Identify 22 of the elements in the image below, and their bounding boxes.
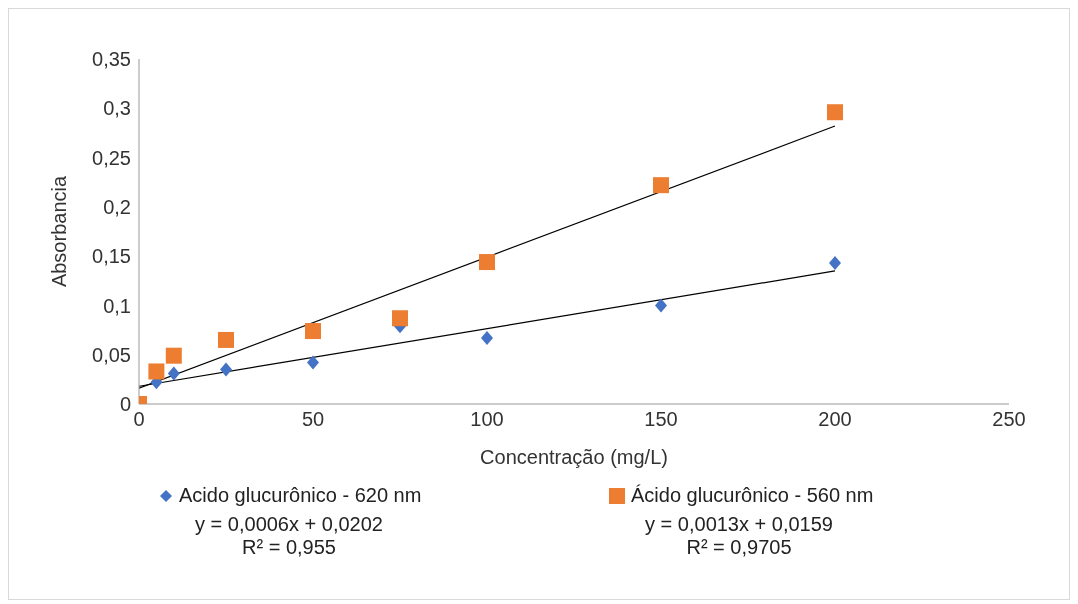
text: y = 0,0013x + 0,0159 xyxy=(644,513,834,536)
x-axis-title: Concentração (mg/L) xyxy=(480,446,668,468)
text: y = 0,0006x + 0,0202 xyxy=(194,513,384,536)
x-tick-label: 150 xyxy=(644,408,678,431)
text: R² = 0,9705 xyxy=(685,536,793,559)
y-tick-label: 0,2 xyxy=(103,195,131,218)
y-axis-title: Absorbancia xyxy=(48,175,71,288)
y-tick-label: 0,3 xyxy=(103,97,131,120)
x-tick-label: 200 xyxy=(818,408,852,431)
legend-label: Acido glucurônico - 620 nm xyxy=(179,484,422,507)
legend-label: Ácido glucurônico - 560 nm xyxy=(631,484,874,507)
x-tick-label: 100 xyxy=(470,408,504,431)
y-tick-label: 0,15 xyxy=(92,245,131,268)
x-tick-label: 250 xyxy=(992,408,1026,431)
y-tick-label: 0,25 xyxy=(92,146,131,169)
text: R² = 0,955 xyxy=(241,536,337,559)
x-tick-label: 0 xyxy=(133,408,145,431)
y-tick-label: 0,05 xyxy=(92,343,131,366)
y-tick-label: 0,35 xyxy=(92,48,131,71)
y-tick-label: 0,1 xyxy=(103,294,131,317)
y-tick-label: 0 xyxy=(119,393,131,416)
x-tick-label: 50 xyxy=(301,408,325,431)
